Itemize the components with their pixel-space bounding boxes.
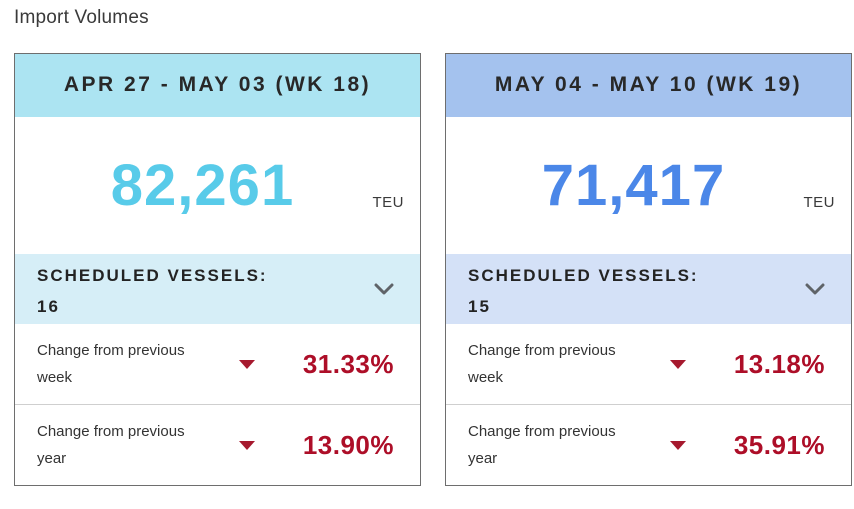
down-triangle-icon (238, 440, 255, 450)
change-from-previous-week-row: Change from previous week 13.18% (446, 323, 851, 405)
teu-value-section-wk19: 71,417 TEU (446, 117, 851, 254)
card-header-wk19: MAY 04 - MAY 10 (WK 19) (446, 54, 851, 117)
scheduled-vessels-count: 16 (37, 297, 60, 317)
change-from-previous-week-row: Change from previous week 31.33% (15, 323, 420, 405)
chevron-down-icon[interactable] (374, 282, 394, 295)
change-from-previous-year-row: Change from previous year 13.90% (15, 404, 420, 486)
down-triangle-icon (669, 440, 686, 450)
import-volumes-dashboard: Import Volumes APR 27 - MAY 03 (WK 18) 8… (14, 7, 854, 486)
change-percentage: 35.91% (733, 429, 825, 460)
card-header-wk18: APR 27 - MAY 03 (WK 18) (15, 54, 420, 117)
change-percentage: 31.33% (302, 348, 394, 379)
week-card-wk18: APR 27 - MAY 03 (WK 18) 82,261 TEU SCHED… (14, 53, 421, 486)
change-row-label: Change from previous week (468, 342, 616, 387)
change-row-label: Change from previous year (37, 423, 185, 468)
scheduled-vessels-label: SCHEDULED VESSELS: (468, 266, 699, 286)
scheduled-vessels-toggle[interactable]: SCHEDULED VESSELS: 16 (15, 254, 420, 324)
week-cards: APR 27 - MAY 03 (WK 18) 82,261 TEU SCHED… (14, 53, 854, 486)
scheduled-vessels-label: SCHEDULED VESSELS: (37, 266, 268, 286)
change-percentage: 13.18% (733, 348, 825, 379)
teu-value-section-wk18: 82,261 TEU (15, 117, 420, 254)
change-percentage: 13.90% (302, 429, 394, 460)
teu-unit-label: TEU (803, 193, 835, 211)
change-row-label: Change from previous week (37, 342, 185, 387)
week-card-wk19: MAY 04 - MAY 10 (WK 19) 71,417 TEU SCHED… (445, 53, 852, 486)
page-title: Import Volumes (14, 7, 149, 28)
teu-value: 71,417 (541, 152, 726, 218)
chevron-down-icon[interactable] (805, 282, 825, 295)
change-row-label: Change from previous year (468, 423, 616, 468)
scheduled-vessels-count: 15 (468, 297, 491, 317)
teu-unit-label: TEU (372, 193, 404, 211)
scheduled-vessels-toggle[interactable]: SCHEDULED VESSELS: 15 (446, 254, 851, 324)
teu-value: 82,261 (110, 152, 295, 218)
change-from-previous-year-row: Change from previous year 35.91% (446, 404, 851, 486)
down-triangle-icon (238, 359, 255, 369)
down-triangle-icon (669, 359, 686, 369)
